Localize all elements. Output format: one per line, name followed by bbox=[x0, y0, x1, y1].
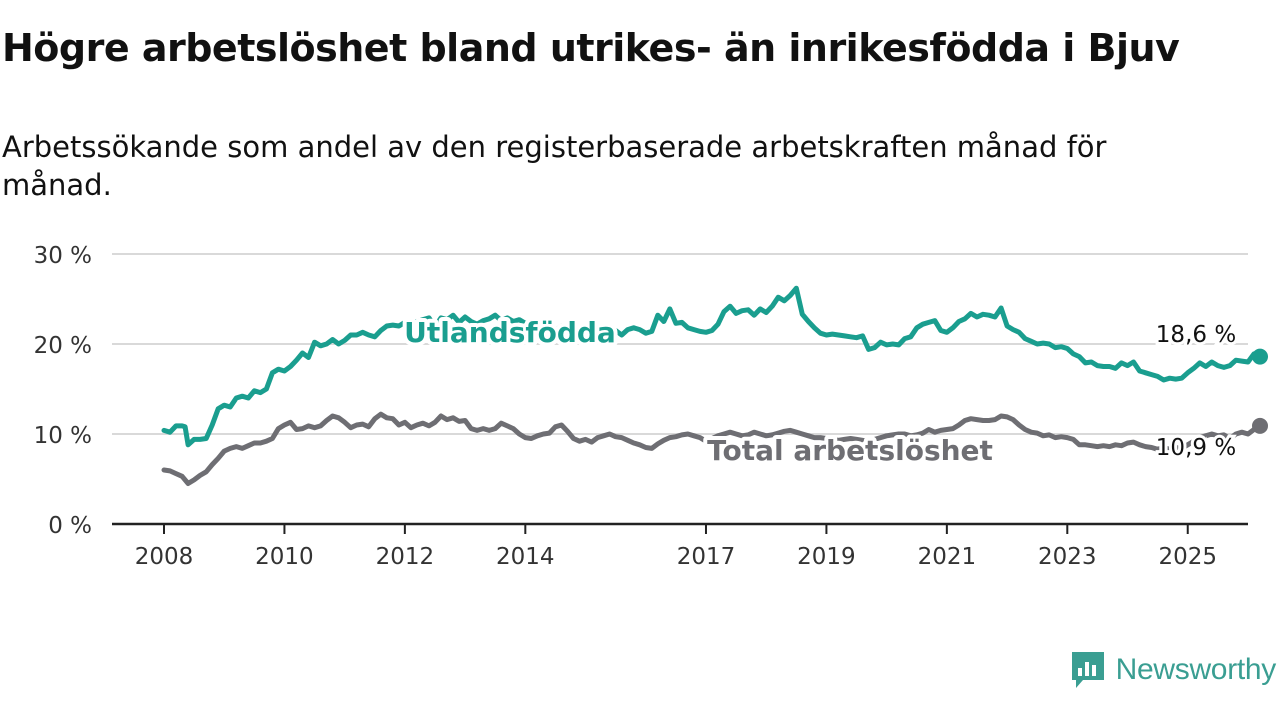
y-tick-label: 20 % bbox=[34, 333, 92, 359]
x-tick-label: 2017 bbox=[677, 544, 736, 570]
series-line-1 bbox=[161, 411, 1263, 486]
chart-title: Högre arbetslöshet bland utrikes- än inr… bbox=[2, 26, 1180, 70]
x-tick-label: 2008 bbox=[135, 544, 194, 570]
x-tick-label: 2012 bbox=[376, 544, 435, 570]
series-end-value-label-0: 18,6 % bbox=[1156, 322, 1236, 348]
series-line-0 bbox=[161, 285, 1263, 448]
series-end-marker-1 bbox=[1252, 417, 1269, 434]
chart-subtitle: Arbetssökande som andel av den registerb… bbox=[2, 130, 1107, 202]
newsworthy-brand[interactable]: Newsworthy bbox=[1070, 650, 1276, 690]
series-end-value-label-1: 10,9 % bbox=[1156, 435, 1236, 461]
x-tick-label: 2010 bbox=[255, 544, 314, 570]
x-tick-label: 2021 bbox=[918, 544, 977, 570]
y-tick-label: 30 % bbox=[34, 243, 92, 269]
newsworthy-logo-icon bbox=[1071, 652, 1104, 688]
series-end-marker-0 bbox=[1252, 348, 1269, 365]
x-tick-label: 2014 bbox=[496, 544, 555, 570]
x-tick-label: 2025 bbox=[1158, 544, 1217, 570]
x-tick-label: 2019 bbox=[797, 544, 856, 570]
brand-name: Newsworthy bbox=[1115, 653, 1277, 686]
y-tick-label: 10 % bbox=[34, 423, 92, 449]
series-name-label-1: Total arbetslöshet bbox=[707, 434, 993, 467]
y-tick-label: 0 % bbox=[48, 513, 92, 539]
series-name-label-0: Utlandsfödda bbox=[404, 316, 616, 349]
x-tick-label: 2023 bbox=[1038, 544, 1097, 570]
